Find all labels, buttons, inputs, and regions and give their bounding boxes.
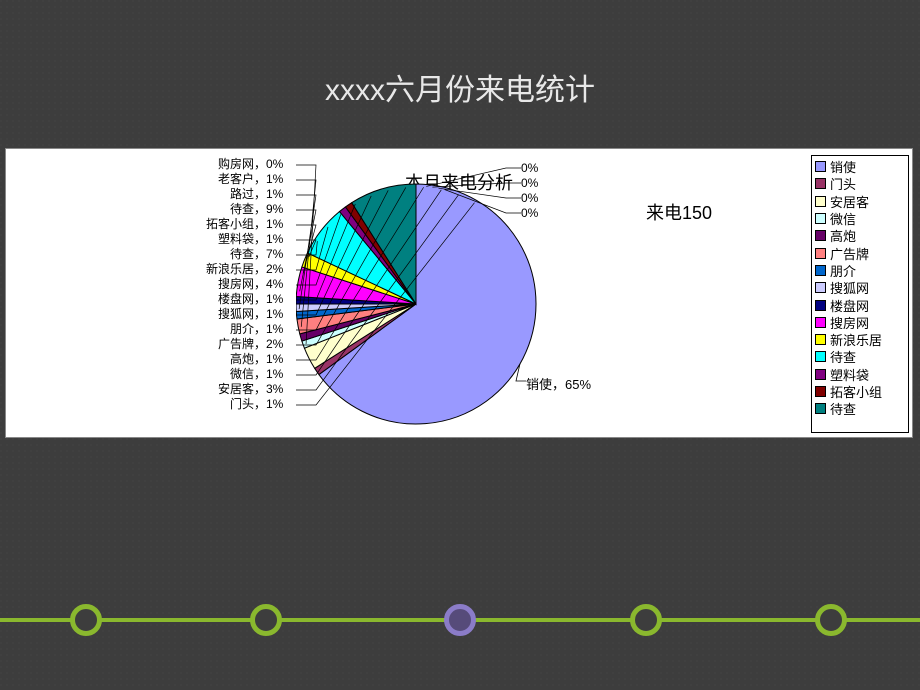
slice-label: 拓客小组，1%	[206, 217, 283, 232]
legend-item: 高炮	[815, 227, 905, 244]
pie-chart	[296, 174, 556, 434]
legend-swatch	[815, 403, 826, 414]
legend-item: 销使	[815, 158, 905, 175]
slice-label: 待查，9%	[206, 202, 283, 217]
timeline-node	[250, 604, 282, 636]
legend-item: 微信	[815, 210, 905, 227]
legend-item: 门头	[815, 175, 905, 192]
legend-swatch	[815, 386, 826, 397]
legend-label: 待查	[830, 399, 856, 418]
legend-swatch	[815, 178, 826, 189]
legend-swatch	[815, 300, 826, 311]
legend-label: 新浪乐居	[830, 330, 882, 349]
legend-swatch	[815, 317, 826, 328]
legend-swatch	[815, 369, 826, 380]
legend-swatch	[815, 248, 826, 259]
legend-label: 搜狐网	[830, 278, 869, 297]
legend-item: 广告牌	[815, 244, 905, 261]
slice-label-zero: 0%	[521, 206, 538, 221]
legend-item: 朋介	[815, 262, 905, 279]
legend-swatch	[815, 230, 826, 241]
legend-label: 待查	[830, 347, 856, 366]
legend-label: 广告牌	[830, 244, 869, 263]
slice-label: 新浪乐居，2%	[206, 262, 283, 277]
legend-item: 待查	[815, 348, 905, 365]
legend-swatch	[815, 282, 826, 293]
slice-labels-left: 购房网，0%老客户，1%路过，1%待查，9%拓客小组，1%塑料袋，1%待查，7%…	[206, 157, 283, 412]
slice-label: 门头，1%	[206, 397, 283, 412]
legend-label: 朋介	[830, 261, 856, 280]
slice-label-zero: 0%	[521, 176, 538, 191]
legend-item: 新浪乐居	[815, 331, 905, 348]
legend-item: 安居客	[815, 193, 905, 210]
legend-swatch	[815, 161, 826, 172]
slice-label: 购房网，0%	[206, 157, 283, 172]
timeline-node	[444, 604, 476, 636]
legend-label: 楼盘网	[830, 296, 869, 315]
legend-label: 销使	[830, 157, 856, 176]
legend-swatch	[815, 265, 826, 276]
legend: 销使门头安居客微信高炮广告牌朋介搜狐网楼盘网搜房网新浪乐居待查塑料袋拓客小组待查	[811, 155, 909, 433]
legend-item: 塑料袋	[815, 366, 905, 383]
chart-subtitle: 来电150	[646, 199, 712, 225]
timeline-node	[70, 604, 102, 636]
legend-swatch	[815, 351, 826, 362]
slice-label: 朋介，1%	[206, 322, 283, 337]
legend-item: 待查	[815, 400, 905, 417]
legend-item: 搜狐网	[815, 279, 905, 296]
slice-label: 搜狐网，1%	[206, 307, 283, 322]
slice-label: 老客户，1%	[206, 172, 283, 187]
slice-label: 塑料袋，1%	[206, 232, 283, 247]
slice-label: 广告牌，2%	[206, 337, 283, 352]
legend-swatch	[815, 213, 826, 224]
chart-panel: 本月来电分析 来电150 购房网，0%老客户，1%路过，1%待查，9%拓客小组，…	[5, 148, 913, 438]
timeline	[0, 600, 920, 640]
slice-label: 搜房网，4%	[206, 277, 283, 292]
legend-item: 搜房网	[815, 314, 905, 331]
slice-label: 楼盘网，1%	[206, 292, 283, 307]
legend-label: 门头	[830, 174, 856, 193]
slice-label-zero: 0%	[521, 161, 538, 176]
legend-label: 搜房网	[830, 313, 869, 332]
slice-label: 微信，1%	[206, 367, 283, 382]
main-slice-label: 销使，65%	[526, 374, 591, 393]
legend-item: 楼盘网	[815, 296, 905, 313]
legend-label: 拓客小组	[830, 382, 882, 401]
slice-label: 安居客，3%	[206, 382, 283, 397]
slice-label: 路过，1%	[206, 187, 283, 202]
page-title: xxxx六月份来电统计	[0, 0, 920, 109]
legend-swatch	[815, 196, 826, 207]
timeline-node	[815, 604, 847, 636]
slice-labels-right: 0%0%0%0%	[521, 161, 538, 221]
legend-label: 塑料袋	[830, 365, 869, 384]
legend-label: 安居客	[830, 192, 869, 211]
slice-label: 高炮，1%	[206, 352, 283, 367]
legend-label: 微信	[830, 209, 856, 228]
timeline-node	[630, 604, 662, 636]
legend-swatch	[815, 334, 826, 345]
legend-item: 拓客小组	[815, 383, 905, 400]
legend-label: 高炮	[830, 226, 856, 245]
slice-label: 待查，7%	[206, 247, 283, 262]
slice-label-zero: 0%	[521, 191, 538, 206]
